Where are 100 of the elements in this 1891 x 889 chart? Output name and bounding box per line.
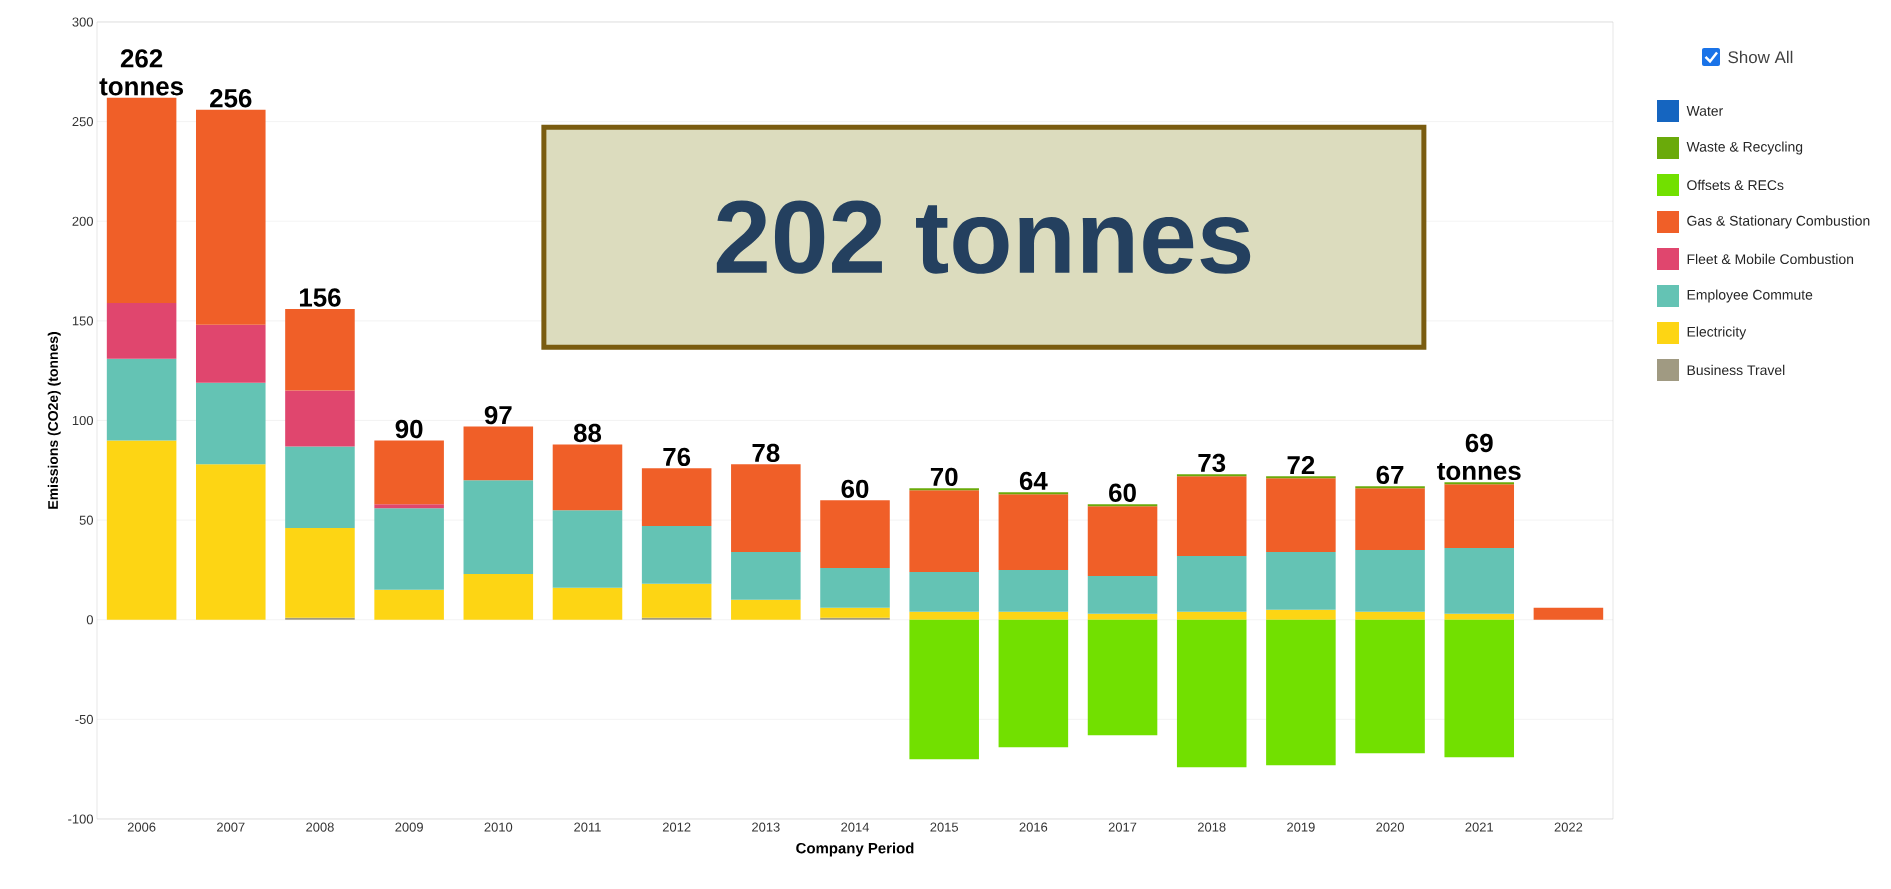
bar (285, 390, 355, 447)
legend-label: Water (1686, 106, 1723, 116)
bar (463, 573, 534, 620)
bar (106, 302, 177, 359)
bar (820, 567, 890, 608)
y-tick-label: -50 (75, 714, 93, 724)
y-tick-label: 300 (72, 17, 93, 27)
y-tick-label: 50 (79, 515, 93, 525)
x-tick-label: 2021 (1465, 822, 1494, 832)
bar (1444, 484, 1515, 548)
bar (998, 494, 1069, 570)
bar (106, 440, 177, 620)
x-tick-label: 2012 (662, 822, 691, 832)
x-tick-label: 2008 (306, 822, 334, 832)
bar (196, 109, 266, 325)
bar (1176, 476, 1247, 556)
text: Show All (1728, 50, 1793, 64)
y-tick-label: 0 (86, 615, 93, 625)
annotation: 262 tonnes (99, 49, 183, 96)
annotation: 76 (663, 447, 691, 467)
bar (1355, 611, 1425, 620)
x-tick-label: 2013 (752, 822, 780, 832)
bar (998, 619, 1069, 748)
bar (909, 619, 979, 760)
bar (552, 587, 623, 620)
x-tick-label: 2015 (930, 822, 959, 832)
bar (374, 504, 444, 509)
bar (285, 446, 355, 529)
bar (196, 382, 266, 465)
bar (1355, 550, 1425, 612)
bar (106, 97, 177, 303)
bar (374, 508, 444, 590)
annotation: 78 (752, 443, 780, 463)
bar (641, 526, 712, 584)
x-tick-label: 2007 (217, 822, 245, 832)
bar (1087, 506, 1158, 576)
x-tick-label: 2010 (484, 822, 513, 832)
annotation: 97 (484, 405, 512, 425)
annotation: 202 tonnes (716, 200, 1251, 274)
annotation: 156 (299, 288, 341, 307)
bar (1266, 609, 1336, 620)
bar (1266, 551, 1336, 610)
annotation: 67 (1376, 465, 1404, 485)
y-tick-label: 100 (72, 415, 93, 426)
x-tick-label: 2014 (841, 822, 870, 832)
bar (1176, 611, 1247, 620)
y-tick-label: -100 (68, 814, 93, 824)
x-tick-label: 2006 (127, 822, 156, 832)
legend-label: Gas & Stationary Combustion (1687, 215, 1870, 229)
bar (196, 324, 266, 383)
legend-label: Fleet & Mobile Combustion (1687, 253, 1854, 265)
bar (552, 444, 623, 511)
annotation: 60 (1109, 483, 1136, 502)
bar (285, 528, 355, 618)
legend-label: Electricity (1687, 326, 1747, 340)
bar (1444, 613, 1515, 620)
bar (1444, 548, 1515, 614)
bar (1533, 607, 1604, 620)
bar (463, 426, 534, 481)
bar (641, 468, 712, 527)
annotation: 73 (1198, 453, 1226, 473)
bar (909, 490, 979, 572)
x-tick-label: 2011 (574, 822, 601, 832)
legend-label: Offsets & RECs (1687, 179, 1784, 191)
x-tick-label: 2020 (1376, 822, 1404, 832)
bar (731, 551, 801, 600)
x-tick-label: 2009 (395, 822, 423, 832)
bar (196, 464, 266, 620)
y-tick-label: 150 (72, 316, 93, 326)
bar (1087, 619, 1158, 736)
bar (731, 599, 801, 620)
bar (1087, 613, 1158, 620)
bar (998, 611, 1069, 620)
bar (285, 308, 355, 391)
x-tick-label: 2022 (1554, 822, 1583, 832)
annotation: 70 (930, 467, 958, 487)
bar (106, 358, 177, 441)
x-tick-label: 2019 (1287, 822, 1315, 832)
legend-label: Business Travel (1687, 364, 1785, 376)
bar (909, 611, 979, 620)
annotation: 88 (573, 423, 602, 443)
bar (552, 510, 623, 588)
x-axis-title: Company Period (796, 842, 914, 857)
bar (820, 500, 890, 568)
bar (1176, 619, 1247, 768)
bar (374, 440, 444, 505)
x-tick-label: 2016 (1019, 822, 1048, 832)
bar (909, 571, 979, 612)
bar (998, 569, 1069, 612)
bar (1355, 488, 1425, 550)
bar (641, 583, 712, 618)
annotation: 64 (1019, 471, 1048, 491)
annotation: 256 (210, 89, 252, 108)
legend-label: Employee Commute (1687, 289, 1813, 303)
bar (1266, 476, 1336, 479)
annotation: 60 (841, 479, 869, 498)
bar (1266, 478, 1336, 552)
x-tick-label: 2018 (1197, 822, 1226, 832)
legend-label: Waste & Recycling (1686, 141, 1803, 155)
y-tick-label: 250 (72, 117, 93, 127)
